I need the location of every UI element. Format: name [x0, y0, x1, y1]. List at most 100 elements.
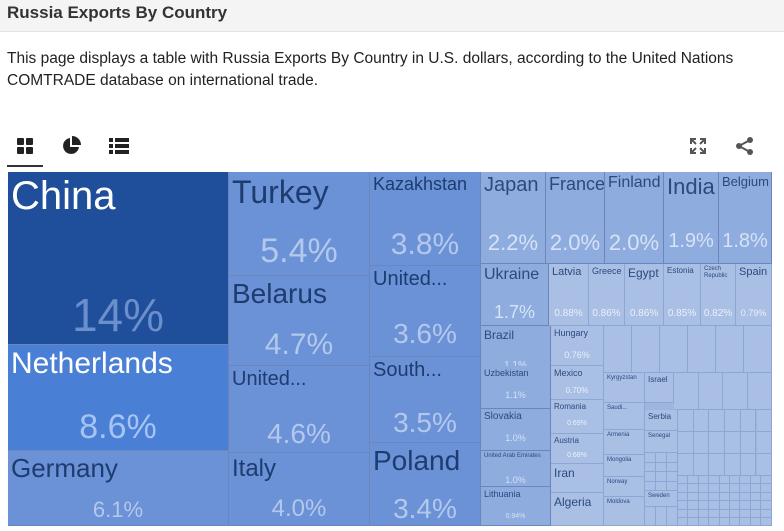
tile-minor-country[interactable] — [688, 509, 699, 518]
tile-minor-country[interactable] — [740, 492, 751, 502]
tile-latvia[interactable]: Latvia 0.88% — [549, 264, 589, 326]
tile-minor-country[interactable] — [740, 501, 751, 510]
tile-minor-country[interactable] — [678, 432, 694, 454]
tile-minor-country[interactable] — [761, 518, 772, 526]
tile-minor-country[interactable] — [678, 509, 689, 518]
tile-minor-country[interactable] — [667, 481, 678, 491]
tile-minor-country[interactable] — [709, 410, 726, 432]
tile-minor-country[interactable] — [761, 492, 772, 502]
tile-japan[interactable]: Japan 2.2% — [481, 172, 546, 264]
tile-minor-country[interactable] — [698, 484, 710, 493]
tile-india[interactable]: India 1.9% — [664, 172, 719, 264]
tile-minor-country[interactable] — [688, 484, 699, 493]
tile-minor-country[interactable] — [725, 410, 741, 432]
tile-minor-country[interactable] — [698, 492, 710, 502]
tile-finland[interactable]: Finland 2.0% — [605, 172, 664, 264]
tile-minor-country[interactable] — [645, 453, 656, 463]
tile-minor-country[interactable] — [688, 476, 699, 485]
tile-minor-country[interactable] — [656, 481, 667, 491]
tile-minor-country[interactable] — [678, 518, 689, 526]
tile-minor-country[interactable] — [750, 518, 762, 526]
tile-minor-country[interactable] — [730, 518, 741, 526]
tile-minor-country[interactable] — [604, 326, 632, 373]
tile-minor-country[interactable] — [725, 454, 741, 476]
tile-minor-country[interactable] — [645, 462, 656, 472]
tile-turkey[interactable]: Turkey 5.4% — [229, 172, 370, 276]
tile-czech[interactable]: Czech Republic 0.82% — [701, 264, 736, 326]
tile-greece[interactable]: Greece 0.86% — [589, 264, 625, 326]
tile-minor-country[interactable] — [678, 492, 689, 502]
tile-minor-country[interactable] — [693, 454, 710, 476]
tile-minor-country[interactable] — [761, 476, 772, 485]
tile-minor-country[interactable] — [709, 501, 720, 510]
fullscreen-button[interactable] — [680, 130, 716, 162]
tile-minor-country[interactable] — [719, 492, 730, 502]
tile-minor-country[interactable] — [740, 410, 757, 432]
tile-minor-country[interactable] — [740, 509, 751, 518]
tile-moldova[interactable]: Moldova — [604, 497, 645, 526]
tile-minor-country[interactable] — [667, 472, 678, 482]
tile-minor-country[interactable] — [698, 501, 710, 510]
tile-austria[interactable]: Austria 0.68% — [551, 434, 604, 464]
tile-minor-country[interactable] — [678, 501, 689, 510]
tile-ukraine[interactable]: Ukraine 1.7% — [481, 264, 549, 326]
tile-minor-country[interactable] — [688, 492, 699, 502]
tile-minor-country[interactable] — [667, 462, 678, 472]
tile-minor-country[interactable] — [698, 518, 710, 526]
tile-minor-country[interactable] — [709, 518, 720, 526]
tile-minor-country[interactable] — [674, 373, 699, 410]
tile-minor-country[interactable] — [723, 373, 748, 410]
tile-mexico[interactable]: Mexico 0.70% — [551, 366, 604, 400]
tile-minor-country[interactable] — [698, 373, 723, 410]
tile-united1[interactable]: United... 4.6% — [229, 366, 370, 453]
tile-algeria[interactable]: Algeria — [551, 493, 604, 526]
tile-minor-country[interactable] — [656, 472, 667, 482]
tile-minor-country[interactable] — [656, 462, 667, 472]
tile-minor-country[interactable] — [756, 432, 772, 454]
tile-minor-country[interactable] — [761, 501, 772, 510]
tile-united2[interactable]: United... 3.6% — [370, 266, 481, 357]
tile-minor-country[interactable] — [730, 476, 741, 485]
tile-minor-country[interactable] — [761, 484, 772, 493]
tile-armenia[interactable]: Armenia — [604, 430, 645, 455]
tile-minor-country[interactable] — [740, 484, 751, 493]
tile-minor-country[interactable] — [740, 432, 757, 454]
tile-minor-country[interactable] — [709, 432, 726, 454]
tile-minor-country[interactable] — [645, 481, 656, 491]
share-button[interactable] — [727, 130, 763, 162]
tile-minor-country[interactable] — [730, 501, 741, 510]
tile-minor-country[interactable] — [750, 476, 762, 485]
tile-hungary[interactable]: Hungary 0.76% — [551, 326, 604, 366]
tile-serbia[interactable]: Serbia — [645, 410, 678, 431]
tile-italy[interactable]: Italy 4.0% — [229, 453, 370, 526]
tile-minor-country[interactable] — [747, 373, 772, 410]
table-view-button[interactable] — [101, 130, 137, 162]
tile-uae[interactable]: United Arab Emirates 1.0% — [481, 451, 551, 487]
tile-minor-country[interactable] — [645, 472, 656, 482]
tile-minor-country[interactable] — [716, 326, 744, 373]
pie-chart-view-button[interactable] — [53, 130, 89, 162]
tile-minor-country[interactable] — [719, 501, 730, 510]
tile-minor-country[interactable] — [660, 326, 688, 373]
tile-minor-country[interactable] — [693, 410, 710, 432]
tile-egypt[interactable]: Egypt 0.86% — [625, 264, 664, 326]
tile-minor-country[interactable] — [725, 432, 741, 454]
tile-minor-country[interactable] — [756, 454, 772, 476]
tile-minor-country[interactable] — [656, 507, 667, 526]
tile-minor-country[interactable] — [667, 453, 678, 463]
tile-minor-country[interactable] — [750, 492, 762, 502]
tile-minor-country[interactable] — [744, 326, 772, 373]
tile-minor-country[interactable] — [719, 484, 730, 493]
tile-france[interactable]: France 2.0% — [546, 172, 605, 264]
tile-minor-country[interactable] — [719, 509, 730, 518]
tile-romania[interactable]: Romania 0.69% — [551, 400, 604, 434]
tile-minor-country[interactable] — [678, 476, 689, 485]
tile-minor-country[interactable] — [719, 476, 730, 485]
treemap-view-button[interactable] — [7, 130, 43, 167]
tile-minor-country[interactable] — [688, 518, 699, 526]
tile-netherlands[interactable]: Netherlands 8.6% — [8, 345, 229, 451]
tile-minor-country[interactable] — [730, 492, 741, 502]
tile-minor-country[interactable] — [750, 509, 762, 518]
tile-minor-country[interactable] — [632, 326, 660, 373]
tile-minor-country[interactable] — [761, 509, 772, 518]
